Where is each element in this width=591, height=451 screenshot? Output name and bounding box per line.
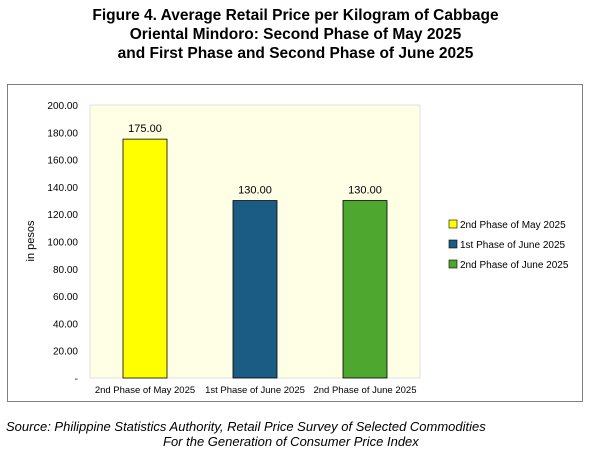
legend-swatch <box>448 219 458 229</box>
bar <box>342 200 388 379</box>
legend: 2nd Phase of May 2025 1st Phase of June 2… <box>448 219 569 271</box>
x-axis: 2nd Phase of May 2025 1st Phase of June 2… <box>95 385 417 396</box>
y-tick-label: 60.00 <box>53 292 78 303</box>
source-line-1: Source: Philippine Statistics Authority,… <box>6 419 486 434</box>
bar-value-label: 130.00 <box>238 185 272 197</box>
x-tick-label: 1st Phase of June 2025 <box>205 385 305 396</box>
y-tick-label: 100.00 <box>47 238 78 249</box>
y-tick-label: 40.00 <box>53 319 78 330</box>
legend-label: 2nd Phase of June 2025 <box>460 260 569 271</box>
y-tick-label: 180.00 <box>47 128 78 139</box>
title-line-2: Oriental Mindoro: Second Phase of May 20… <box>129 26 462 43</box>
legend-swatch <box>448 239 458 249</box>
title-line-3: and First Phase and Second Phase of June… <box>117 45 474 62</box>
bar-value-label: 175.00 <box>128 123 162 135</box>
y-axis-label: in pesos <box>25 220 37 261</box>
bars: 175.00 130.00 130.00 <box>122 123 388 379</box>
y-tick-label: 160.00 <box>47 156 78 167</box>
source-note: Source: Philippine Statistics Authority,… <box>6 419 591 449</box>
source-line-2: For the Generation of Consumer Price Ind… <box>163 434 419 449</box>
y-tick-label: 200.00 <box>47 101 78 112</box>
y-axis: - 20.00 40.00 60.00 80.00 100.00 120.00 140.00 1… <box>47 101 78 385</box>
y-tick-label: 80.00 <box>53 265 78 276</box>
legend-label: 2nd Phase of May 2025 <box>460 220 566 231</box>
bar <box>122 138 168 379</box>
x-tick-label: 2nd Phase of May 2025 <box>95 385 195 396</box>
x-tick-label: 2nd Phase of June 2025 <box>313 385 416 396</box>
chart-container <box>7 84 583 402</box>
bar-value-label: 130.00 <box>348 185 382 197</box>
legend-label: 1st Phase of June 2025 <box>460 240 566 251</box>
legend-swatch <box>448 259 458 269</box>
y-tick-label: - <box>75 374 78 385</box>
bar <box>232 200 278 379</box>
y-tick-label: 140.00 <box>47 183 78 194</box>
y-tick-label: 20.00 <box>53 347 78 358</box>
y-tick-label: 120.00 <box>47 210 78 221</box>
title-line-1: Figure 4. Average Retail Price per Kilog… <box>92 7 499 24</box>
chart-title: Figure 4. Average Retail Price per Kilog… <box>0 6 591 63</box>
